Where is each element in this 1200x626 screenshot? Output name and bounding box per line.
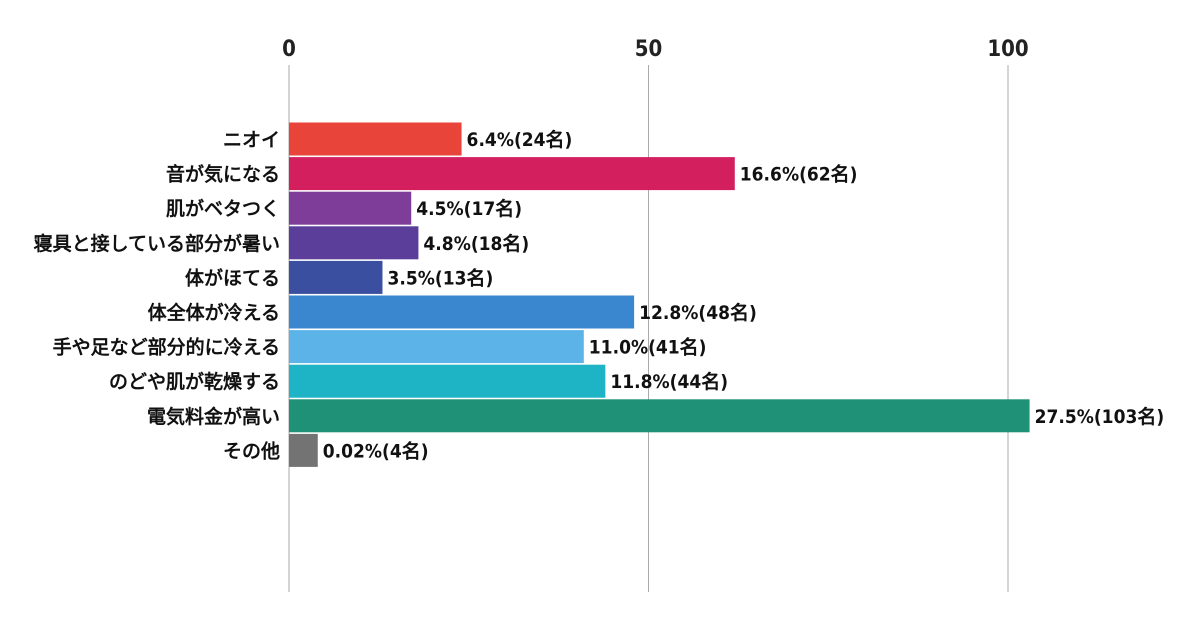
category-label-5: 体全体が冷える <box>148 301 280 324</box>
category-label-1: 音が気になる <box>166 163 280 186</box>
data-label-8: 27.5%(103名) <box>1035 405 1165 428</box>
bar-6 <box>289 330 584 364</box>
category-label-2: 肌がベタつく <box>166 197 280 220</box>
data-label-3: 4.8%(18名) <box>423 232 529 255</box>
category-label-3: 寝具と接している部分が暑い <box>34 232 280 255</box>
bar-1 <box>289 157 735 191</box>
bar-0 <box>289 122 462 156</box>
data-label-6: 11.0%(41名) <box>589 336 707 359</box>
category-label-7: のどや肌が乾燥する <box>109 370 280 393</box>
tick-label-100: 100 <box>987 37 1028 62</box>
bar-3 <box>289 226 419 260</box>
bars <box>289 122 1030 467</box>
category-label-6: 手や足など部分的に冷える <box>53 336 280 359</box>
bar-5 <box>289 295 635 329</box>
bar-7 <box>289 364 606 398</box>
category-label-8: 電気料金が高い <box>147 405 280 428</box>
category-label-4: 体がほてる <box>185 266 280 289</box>
category-labels: ニオイ音が気になる肌がベタつく寝具と接している部分が暑い体がほてる体全体が冷える… <box>34 129 280 462</box>
data-labels: 6.4%(24名) 16.6%(62名) 4.5%(17名) 4.8%(18名) 3.5… <box>323 128 1164 462</box>
bar-8 <box>289 399 1030 433</box>
data-label-7: 11.8%(44名) <box>610 370 728 393</box>
category-label-0: ニオイ <box>223 129 280 151</box>
data-label-1: 16.6%(62名) <box>740 163 858 186</box>
bar-2 <box>289 191 412 225</box>
data-label-2: 4.5%(17名) <box>416 197 522 220</box>
bar-9 <box>289 433 318 467</box>
data-label-0: 6.4%(24名) <box>467 128 573 151</box>
tick-label-50: 50 <box>635 37 663 62</box>
data-label-9: 0.02%(4名) <box>323 439 429 462</box>
category-label-9: その他 <box>223 439 280 462</box>
tick-label-0: 0 <box>282 37 296 62</box>
bar-4 <box>289 260 383 294</box>
data-label-4: 3.5%(13名) <box>387 266 493 289</box>
data-label-5: 12.8%(48名) <box>639 301 757 324</box>
x-axis-ticks: 0 50 100 <box>282 37 1029 62</box>
